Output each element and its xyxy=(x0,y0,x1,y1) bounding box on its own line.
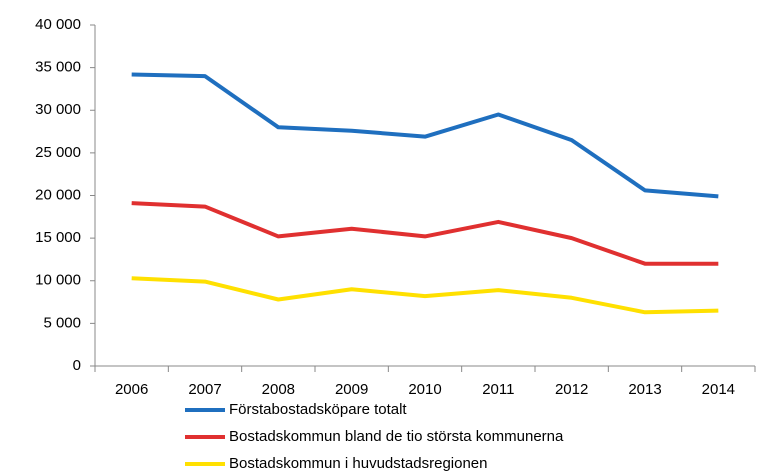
data-line xyxy=(131,72,719,199)
x-tick-label: 2014 xyxy=(702,381,735,398)
x-tick-label: 2011 xyxy=(482,381,514,398)
data-line xyxy=(131,201,719,266)
legend-label: Förstabostadsköpare totalt xyxy=(229,401,407,418)
y-tick-label: 0 xyxy=(73,357,81,374)
y-tick-label: 30 000 xyxy=(35,101,81,118)
y-tick-label: 15 000 xyxy=(35,229,81,246)
y-tick-label: 20 000 xyxy=(35,186,81,203)
legend-label: Bostadskommun bland de tio största kommu… xyxy=(229,428,564,445)
x-tick-label: 2013 xyxy=(628,381,661,398)
y-tick-label: 10 000 xyxy=(35,272,81,289)
y-tick-label: 5 000 xyxy=(43,314,81,331)
x-tick-label: 2008 xyxy=(262,381,295,398)
x-tick-label: 2006 xyxy=(115,381,148,398)
y-tick-label: 40 000 xyxy=(35,16,81,33)
x-tick-label: 2012 xyxy=(555,381,588,398)
legend-label: Bostadskommun i huvudstadsregionen xyxy=(229,455,488,472)
y-tick-label: 35 000 xyxy=(35,59,81,76)
data-line xyxy=(131,276,719,315)
y-tick-label: 25 000 xyxy=(35,144,81,161)
x-tick-label: 2009 xyxy=(335,381,368,398)
x-tick-label: 2010 xyxy=(408,381,441,398)
x-tick-label: 2007 xyxy=(188,381,221,398)
